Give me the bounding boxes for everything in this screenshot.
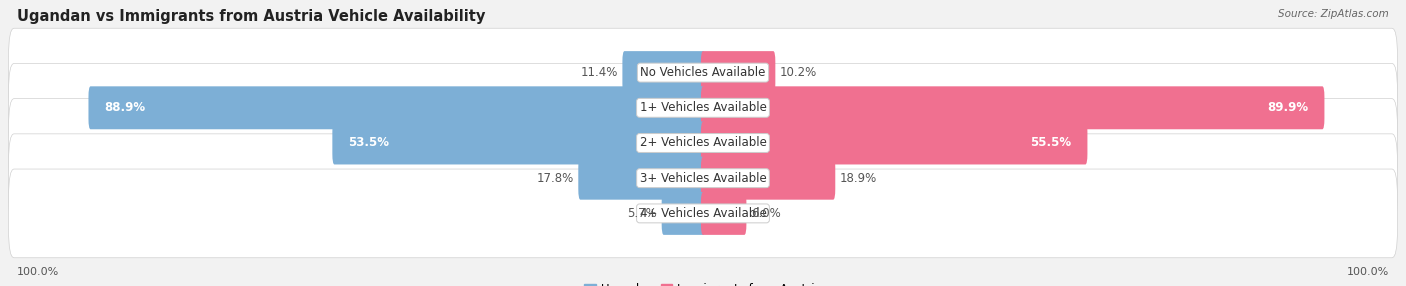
FancyBboxPatch shape [8, 169, 1398, 258]
Text: 5.7%: 5.7% [627, 207, 657, 220]
Text: 10.2%: 10.2% [780, 66, 817, 79]
Text: 89.9%: 89.9% [1267, 101, 1309, 114]
FancyBboxPatch shape [702, 157, 835, 200]
FancyBboxPatch shape [89, 86, 704, 129]
Text: 3+ Vehicles Available: 3+ Vehicles Available [640, 172, 766, 185]
Text: 55.5%: 55.5% [1031, 136, 1071, 150]
Text: 11.4%: 11.4% [581, 66, 617, 79]
FancyBboxPatch shape [332, 122, 704, 164]
FancyBboxPatch shape [8, 63, 1398, 152]
FancyBboxPatch shape [8, 134, 1398, 223]
Text: 18.9%: 18.9% [841, 172, 877, 185]
FancyBboxPatch shape [702, 86, 1324, 129]
FancyBboxPatch shape [702, 192, 747, 235]
FancyBboxPatch shape [8, 99, 1398, 187]
Legend: Ugandan, Immigrants from Austria: Ugandan, Immigrants from Austria [582, 281, 824, 286]
FancyBboxPatch shape [8, 28, 1398, 117]
FancyBboxPatch shape [702, 122, 1087, 164]
FancyBboxPatch shape [702, 51, 775, 94]
Text: 17.8%: 17.8% [536, 172, 574, 185]
Text: 1+ Vehicles Available: 1+ Vehicles Available [640, 101, 766, 114]
Text: 100.0%: 100.0% [1347, 267, 1389, 277]
Text: 100.0%: 100.0% [17, 267, 59, 277]
Text: 88.9%: 88.9% [104, 101, 145, 114]
Text: No Vehicles Available: No Vehicles Available [640, 66, 766, 79]
Text: 2+ Vehicles Available: 2+ Vehicles Available [640, 136, 766, 150]
Text: 6.0%: 6.0% [751, 207, 780, 220]
Text: 53.5%: 53.5% [349, 136, 389, 150]
FancyBboxPatch shape [623, 51, 704, 94]
Text: Source: ZipAtlas.com: Source: ZipAtlas.com [1278, 9, 1389, 19]
Text: Ugandan vs Immigrants from Austria Vehicle Availability: Ugandan vs Immigrants from Austria Vehic… [17, 9, 485, 23]
FancyBboxPatch shape [662, 192, 704, 235]
Text: 4+ Vehicles Available: 4+ Vehicles Available [640, 207, 766, 220]
FancyBboxPatch shape [578, 157, 704, 200]
